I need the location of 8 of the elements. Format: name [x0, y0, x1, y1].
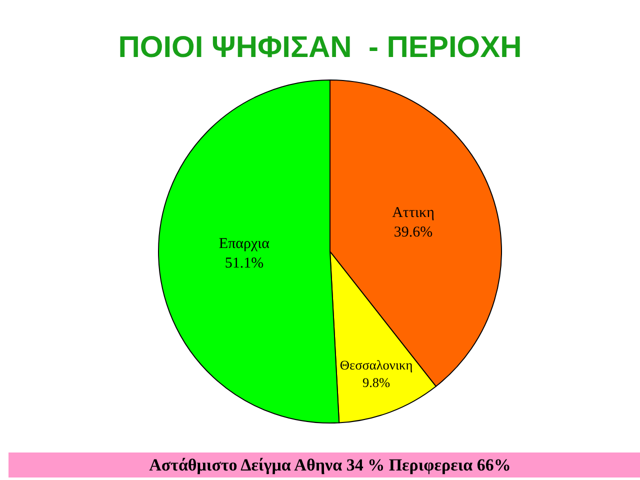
text: Αστάθμιστο Δείγμα Αθηνα 34 % Περιφερεια 66% [149, 456, 511, 474]
slice-label: Επαρχια [218, 236, 270, 252]
slice-label: Θεσσαλονικη [340, 358, 413, 373]
slice-label: Αττικη [392, 204, 435, 221]
chart-title: ΠΟΙΟΙ ΨΗΦΙΣΑΝ - ΠΕΡΙΟΧΗ [118, 31, 522, 64]
data-label: 9.8% [362, 375, 390, 390]
data-label: 39.6% [394, 224, 433, 240]
data-label: 51.1% [224, 256, 264, 272]
